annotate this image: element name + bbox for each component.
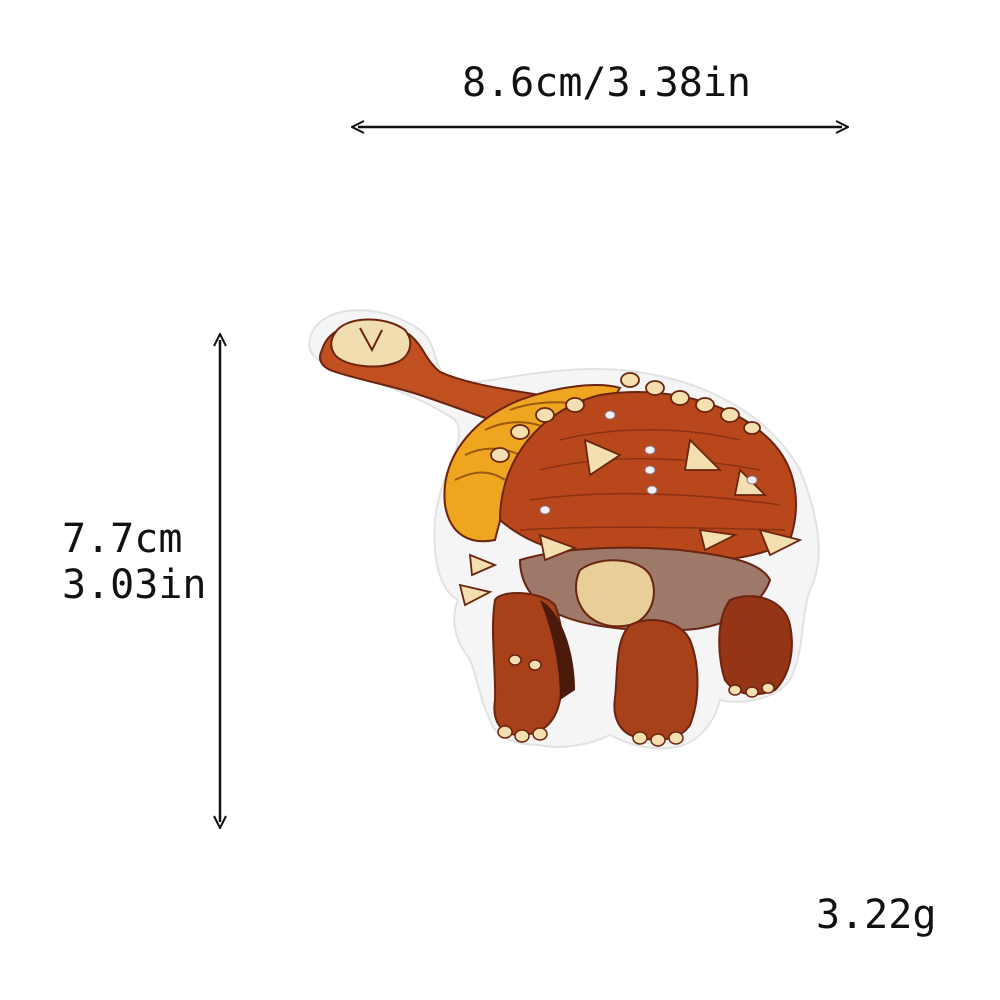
front-right-leg [613, 619, 699, 741]
tail-club [330, 318, 412, 368]
toes [497, 654, 775, 747]
height-dimension-label: 7.7cm 3.03in [62, 516, 207, 608]
back-spikes [490, 372, 761, 463]
weight-label: 3.22g [816, 892, 937, 938]
scute-dots [539, 410, 758, 515]
height-in-label: 3.03in [62, 562, 207, 608]
body-horns [458, 438, 803, 607]
leg-shadow [540, 600, 575, 700]
dinosaur-patch-image [308, 309, 820, 750]
hind-leg [718, 595, 793, 696]
width-dimension-label: 8.6cm/3.38in [462, 60, 751, 106]
head [574, 559, 655, 628]
front-left-leg [491, 592, 565, 737]
height-cm-label: 7.7cm [62, 516, 183, 562]
